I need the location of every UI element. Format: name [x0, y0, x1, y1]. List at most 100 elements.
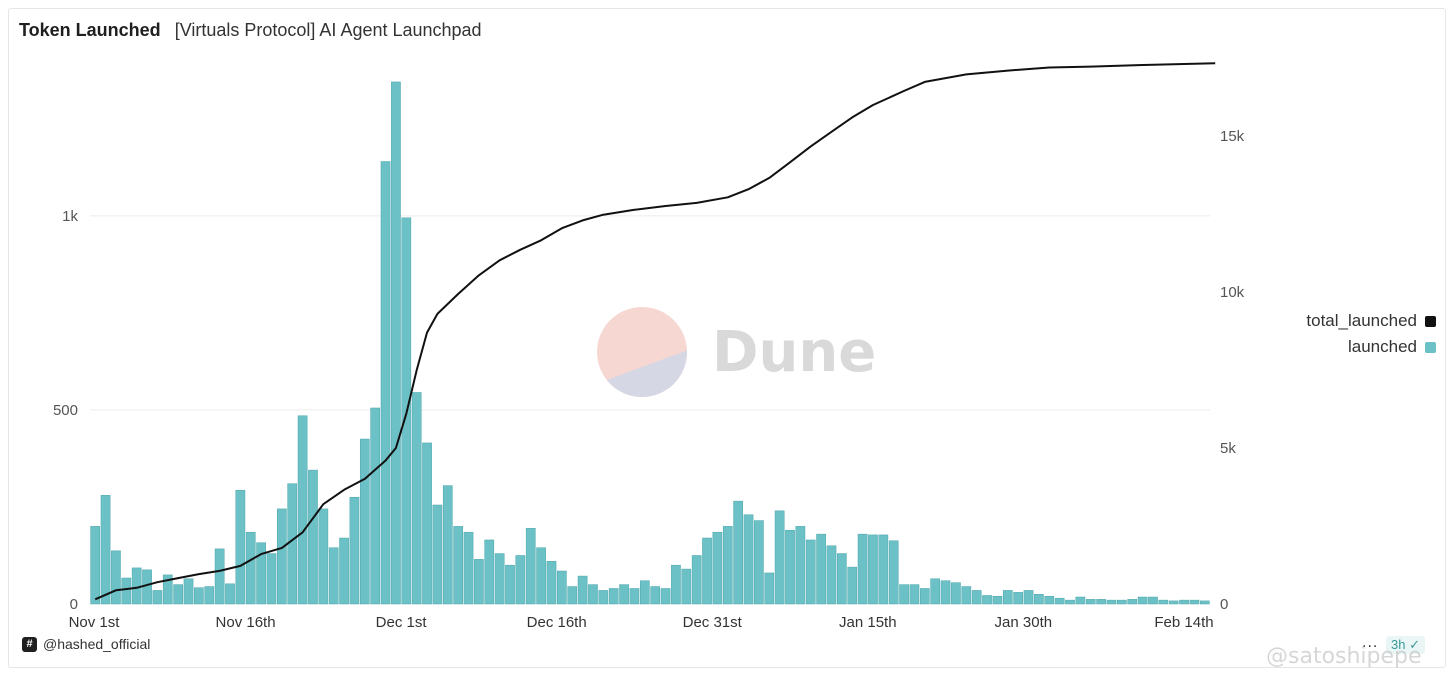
- bar-launched[interactable]: [961, 586, 972, 605]
- bar-launched[interactable]: [619, 584, 629, 605]
- bar-launched[interactable]: [826, 545, 837, 605]
- bar-launched[interactable]: [515, 555, 526, 605]
- bar-launched[interactable]: [588, 584, 598, 605]
- bar-launched[interactable]: [650, 586, 661, 605]
- line-total-launched[interactable]: [94, 62, 1216, 601]
- more-options-icon[interactable]: ...: [1362, 634, 1379, 651]
- bar-launched[interactable]: [1096, 599, 1106, 605]
- bar-launched[interactable]: [328, 547, 339, 605]
- bar-launched[interactable]: [100, 495, 111, 605]
- bar-launched[interactable]: [474, 559, 484, 605]
- bar-launched[interactable]: [660, 588, 671, 605]
- bar-launched[interactable]: [774, 510, 785, 605]
- legend-item-total-launched[interactable]: total_launched: [1306, 308, 1436, 334]
- bar-launched[interactable]: [162, 574, 173, 605]
- bar-launched[interactable]: [442, 485, 453, 605]
- bar-launched[interactable]: [1199, 600, 1210, 605]
- bar-launched[interactable]: [857, 533, 868, 605]
- bar-launched[interactable]: [1034, 594, 1044, 605]
- bar-launched[interactable]: [1148, 596, 1158, 605]
- bar-launched[interactable]: [982, 595, 992, 605]
- bar-launched[interactable]: [546, 561, 557, 605]
- bar-launched[interactable]: [868, 534, 878, 605]
- bar-launched[interactable]: [152, 590, 163, 605]
- bar-launched[interactable]: [1013, 592, 1023, 605]
- bar-launched[interactable]: [1085, 599, 1096, 605]
- bar-launched[interactable]: [754, 520, 764, 605]
- bar-launched[interactable]: [671, 564, 681, 605]
- bar-launched[interactable]: [992, 595, 1003, 605]
- bar-launched[interactable]: [795, 526, 806, 605]
- refresh-badge[interactable]: 3h ✓: [1386, 636, 1425, 654]
- bar-launched[interactable]: [1002, 590, 1013, 605]
- legend-item-launched[interactable]: launched: [1306, 334, 1436, 360]
- bar-launched[interactable]: [909, 584, 920, 605]
- bar-launched[interactable]: [173, 584, 183, 605]
- bar-launched[interactable]: [308, 469, 318, 605]
- bar-launched[interactable]: [111, 550, 121, 605]
- bar-launched[interactable]: [266, 553, 277, 605]
- bar-launched[interactable]: [245, 531, 256, 605]
- bar-launched[interactable]: [598, 590, 609, 605]
- bar-launched[interactable]: [743, 514, 754, 605]
- bar-launched[interactable]: [463, 531, 474, 605]
- bar-launched[interactable]: [349, 497, 360, 605]
- bar-launched[interactable]: [297, 415, 308, 605]
- bar-launched[interactable]: [370, 407, 381, 605]
- bar-launched[interactable]: [453, 526, 463, 605]
- bar-launched[interactable]: [940, 580, 951, 605]
- bar-launched[interactable]: [1065, 599, 1075, 605]
- bar-launched[interactable]: [214, 548, 225, 605]
- bar-launched[interactable]: [837, 553, 847, 605]
- bar-launched[interactable]: [930, 578, 941, 605]
- bar-launched[interactable]: [1137, 596, 1148, 605]
- bar-launched[interactable]: [702, 537, 712, 605]
- bar-launched[interactable]: [1179, 599, 1189, 605]
- bar-launched[interactable]: [256, 542, 266, 605]
- bar-launched[interactable]: [1158, 599, 1169, 605]
- bar-launched[interactable]: [183, 578, 194, 605]
- bar-launched[interactable]: [691, 555, 702, 605]
- bar-launched[interactable]: [494, 553, 505, 605]
- footer-author[interactable]: # @hashed_official: [22, 636, 150, 652]
- bar-launched[interactable]: [681, 568, 692, 605]
- bar-launched[interactable]: [484, 539, 495, 605]
- bar-launched[interactable]: [142, 569, 152, 605]
- bar-launched[interactable]: [391, 81, 401, 605]
- bar-launched[interactable]: [722, 526, 733, 605]
- bar-launched[interactable]: [919, 588, 930, 605]
- bar-launched[interactable]: [805, 539, 816, 605]
- bar-launched[interactable]: [639, 580, 650, 605]
- bar-launched[interactable]: [878, 534, 889, 605]
- bar-launched[interactable]: [733, 500, 743, 605]
- bar-launched[interactable]: [536, 547, 546, 605]
- bar-launched[interactable]: [567, 586, 578, 605]
- bar-launched[interactable]: [505, 564, 515, 605]
- bar-launched[interactable]: [380, 161, 391, 605]
- bar-launched[interactable]: [888, 540, 899, 605]
- bar-launched[interactable]: [1127, 599, 1138, 605]
- bar-launched[interactable]: [816, 533, 826, 605]
- bar-launched[interactable]: [629, 588, 640, 605]
- bar-launched[interactable]: [318, 508, 329, 605]
- bar-launched[interactable]: [1044, 595, 1055, 605]
- bar-launched[interactable]: [847, 566, 858, 605]
- bar-launched[interactable]: [411, 392, 422, 605]
- bar-launched[interactable]: [1075, 596, 1086, 605]
- bar-launched[interactable]: [204, 586, 215, 605]
- bar-launched[interactable]: [121, 577, 132, 605]
- bar-launched[interactable]: [899, 584, 909, 605]
- bar-launched[interactable]: [339, 537, 349, 605]
- bar-launched[interactable]: [525, 528, 536, 605]
- bar-launched[interactable]: [1054, 597, 1065, 605]
- bar-launched[interactable]: [712, 531, 723, 605]
- bar-launched[interactable]: [577, 575, 588, 605]
- bar-launched[interactable]: [432, 504, 443, 605]
- bar-launched[interactable]: [422, 442, 432, 605]
- bar-launched[interactable]: [1023, 590, 1034, 605]
- bar-launched[interactable]: [287, 483, 298, 605]
- bar-launched[interactable]: [277, 508, 287, 605]
- bar-launched[interactable]: [785, 530, 795, 605]
- bar-launched[interactable]: [90, 526, 101, 605]
- bar-launched[interactable]: [194, 587, 204, 605]
